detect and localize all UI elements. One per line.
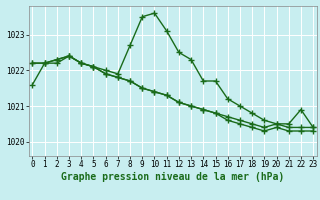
X-axis label: Graphe pression niveau de la mer (hPa): Graphe pression niveau de la mer (hPa) [61, 172, 284, 182]
